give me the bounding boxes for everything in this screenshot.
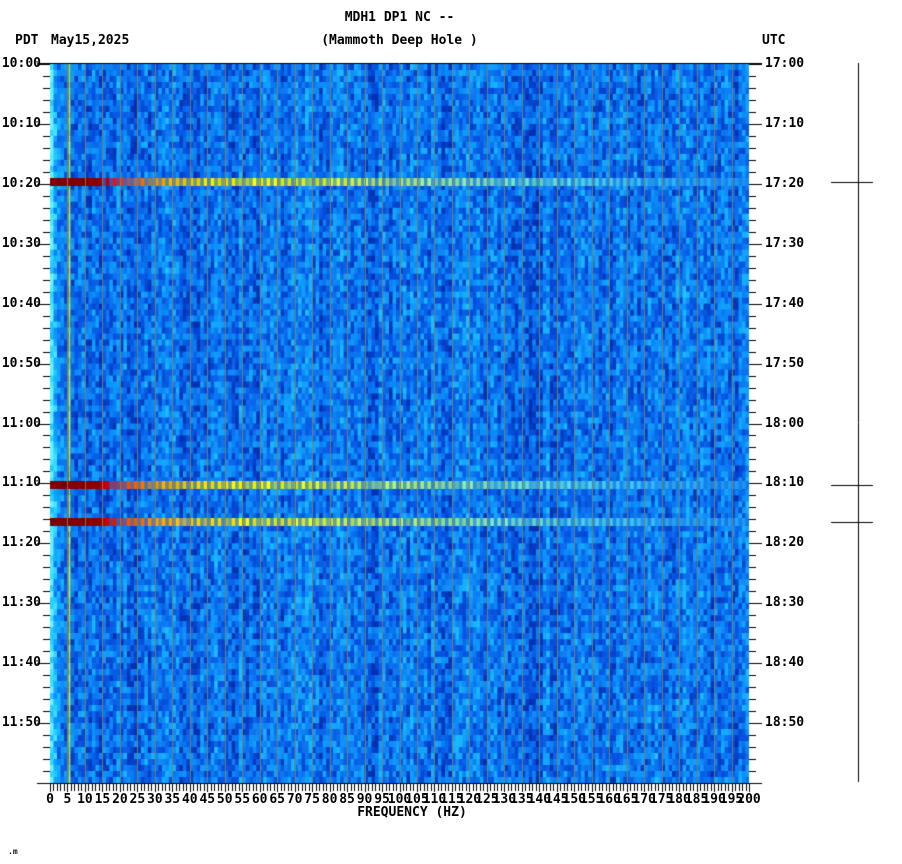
frequency-tick-label: 100 [387, 792, 412, 807]
frequency-tick-label: 190 [702, 792, 726, 807]
frequency-tick-label: 75 [304, 792, 320, 807]
frequency-tick-label: 135 [510, 792, 534, 807]
plot-subtitle: (Mammoth Deep Hole ) [321, 33, 478, 48]
frequency-tick-label: 80 [321, 792, 338, 807]
frequency-tick-label: 90 [356, 792, 373, 807]
right-time-tick-label: 17:20 [765, 175, 805, 191]
left-time-tick-label: 11:50 [1, 715, 41, 731]
frequency-tick-label: 130 [492, 792, 517, 807]
timezone-right-label: UTC [762, 33, 786, 48]
right-time-tick-label: 18:00 [765, 415, 805, 431]
frequency-tick-label: 15 [94, 792, 111, 807]
right-time-tick-label: 17:50 [765, 355, 805, 371]
left-time-tick-label: 11:40 [1, 655, 41, 671]
left-time-tick-label: 10:40 [1, 295, 41, 311]
frequency-tick-label: 0 [46, 792, 54, 807]
frequency-tick-label: 180 [667, 792, 691, 807]
right-time-tick-label: 18:30 [765, 595, 805, 611]
right-time-tick-label: 18:10 [765, 475, 805, 491]
left-time-tick-label: 11:20 [1, 535, 41, 551]
frequency-tick-label: 95 [374, 792, 390, 807]
left-time-tick-label: 10:20 [1, 175, 41, 191]
frequency-tick-label: 85 [339, 792, 355, 807]
plot-title: MDH1 DP1 NC -- [344, 10, 455, 25]
right-time-tick-label: 17:00 [765, 56, 805, 71]
frequency-tick-label: 170 [632, 792, 656, 807]
date-label: May15,2025 [51, 33, 130, 48]
frequency-tick-label: 70 [286, 792, 303, 807]
left-time-tick-label: 11:00 [1, 415, 41, 431]
frequency-tick-label: 105 [405, 792, 429, 807]
left-time-tick-label: 10:00 [1, 56, 41, 71]
frequency-tick-label: 110 [422, 792, 447, 807]
frequency-tick-label: 25 [129, 792, 146, 807]
footer-mark: .m [8, 847, 18, 856]
left-time-tick-label: 11:10 [1, 475, 41, 491]
right-time-tick-label: 17:30 [765, 235, 805, 251]
frequency-tick-label: 115 [440, 792, 464, 807]
frequency-tick-label: 55 [234, 792, 251, 807]
frequency-tick-label: 185 [684, 792, 709, 807]
frequency-tick-label: 45 [199, 792, 216, 807]
frequency-tick-label: 10 [77, 792, 93, 807]
frequency-tick-label: 65 [269, 792, 285, 807]
frequency-tick-label: 5 [63, 792, 72, 807]
frequency-tick-label: 200 [737, 792, 761, 807]
left-time-tick-label: 10:30 [1, 235, 41, 251]
frequency-tick-label: 145 [545, 792, 569, 807]
frequency-tick-label: 150 [562, 792, 586, 807]
frequency-tick-label: 175 [649, 792, 674, 807]
frequency-tick-label: 35 [164, 792, 181, 807]
frequency-tick-label: 40 [181, 792, 198, 807]
right-time-tick-label: 17:10 [765, 115, 805, 131]
frequency-tick-label: 120 [457, 792, 482, 807]
left-time-tick-label: 11:30 [1, 595, 41, 611]
frequency-tick-label: 155 [579, 792, 604, 807]
frequency-axis-title: FREQUENCY (HZ) [357, 805, 467, 820]
right-time-tick-label: 18:20 [765, 535, 805, 551]
right-time-tick-label: 18:40 [765, 655, 805, 671]
left-time-tick-label: 10:10 [1, 115, 41, 131]
frequency-tick-label: 165 [614, 792, 639, 807]
frequency-tick-label: 125 [475, 792, 499, 807]
frequency-tick-label: 195 [719, 792, 744, 807]
right-time-tick-label: 18:50 [765, 715, 805, 731]
frequency-tick-label: 30 [147, 792, 163, 807]
frequency-tick-label: 20 [112, 792, 128, 807]
frequency-tick-label: 160 [597, 792, 621, 807]
frequency-tick-label: 50 [216, 792, 233, 807]
frequency-tick-label: 140 [527, 792, 552, 807]
left-time-tick-label: 10:50 [1, 355, 41, 371]
frequency-tick-label: 60 [251, 792, 268, 807]
timezone-left-label: PDT [15, 33, 39, 48]
right-time-tick-label: 17:40 [765, 295, 805, 311]
